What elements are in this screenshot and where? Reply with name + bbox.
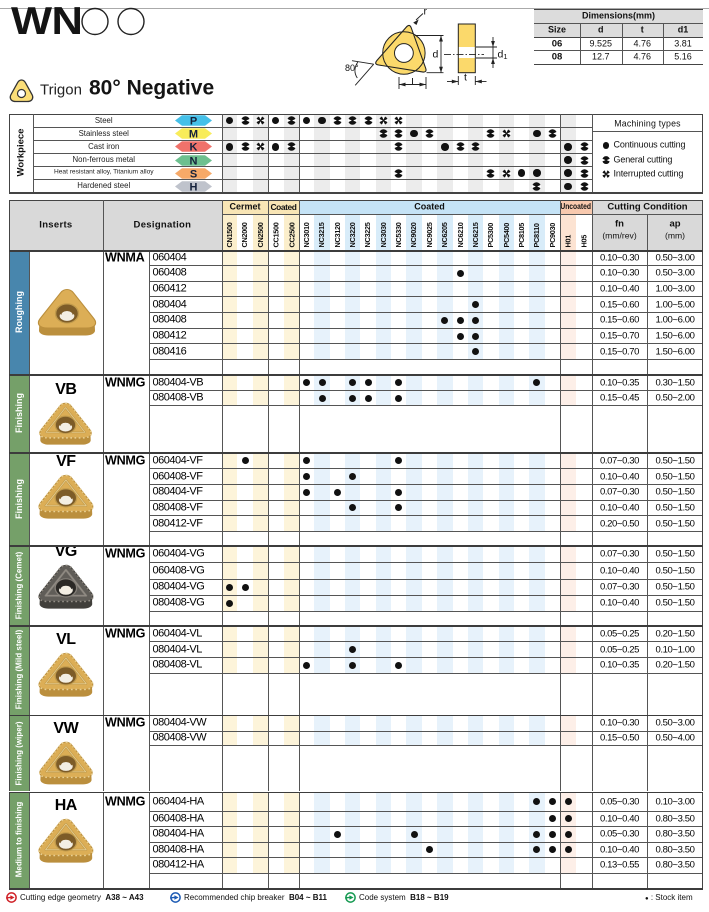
svg-text:t: t xyxy=(464,72,467,84)
svg-text:r: r xyxy=(424,6,428,18)
svg-text:K: K xyxy=(190,142,198,153)
svg-text:S: S xyxy=(190,168,197,179)
svg-text:d1: d1 xyxy=(498,49,508,62)
svg-text:d: d xyxy=(433,49,439,61)
svg-text:80°: 80° xyxy=(345,63,359,73)
svg-text:M: M xyxy=(189,129,198,140)
svg-text:H: H xyxy=(190,181,198,192)
svg-text:P: P xyxy=(190,116,197,127)
svg-text:N: N xyxy=(190,155,198,166)
